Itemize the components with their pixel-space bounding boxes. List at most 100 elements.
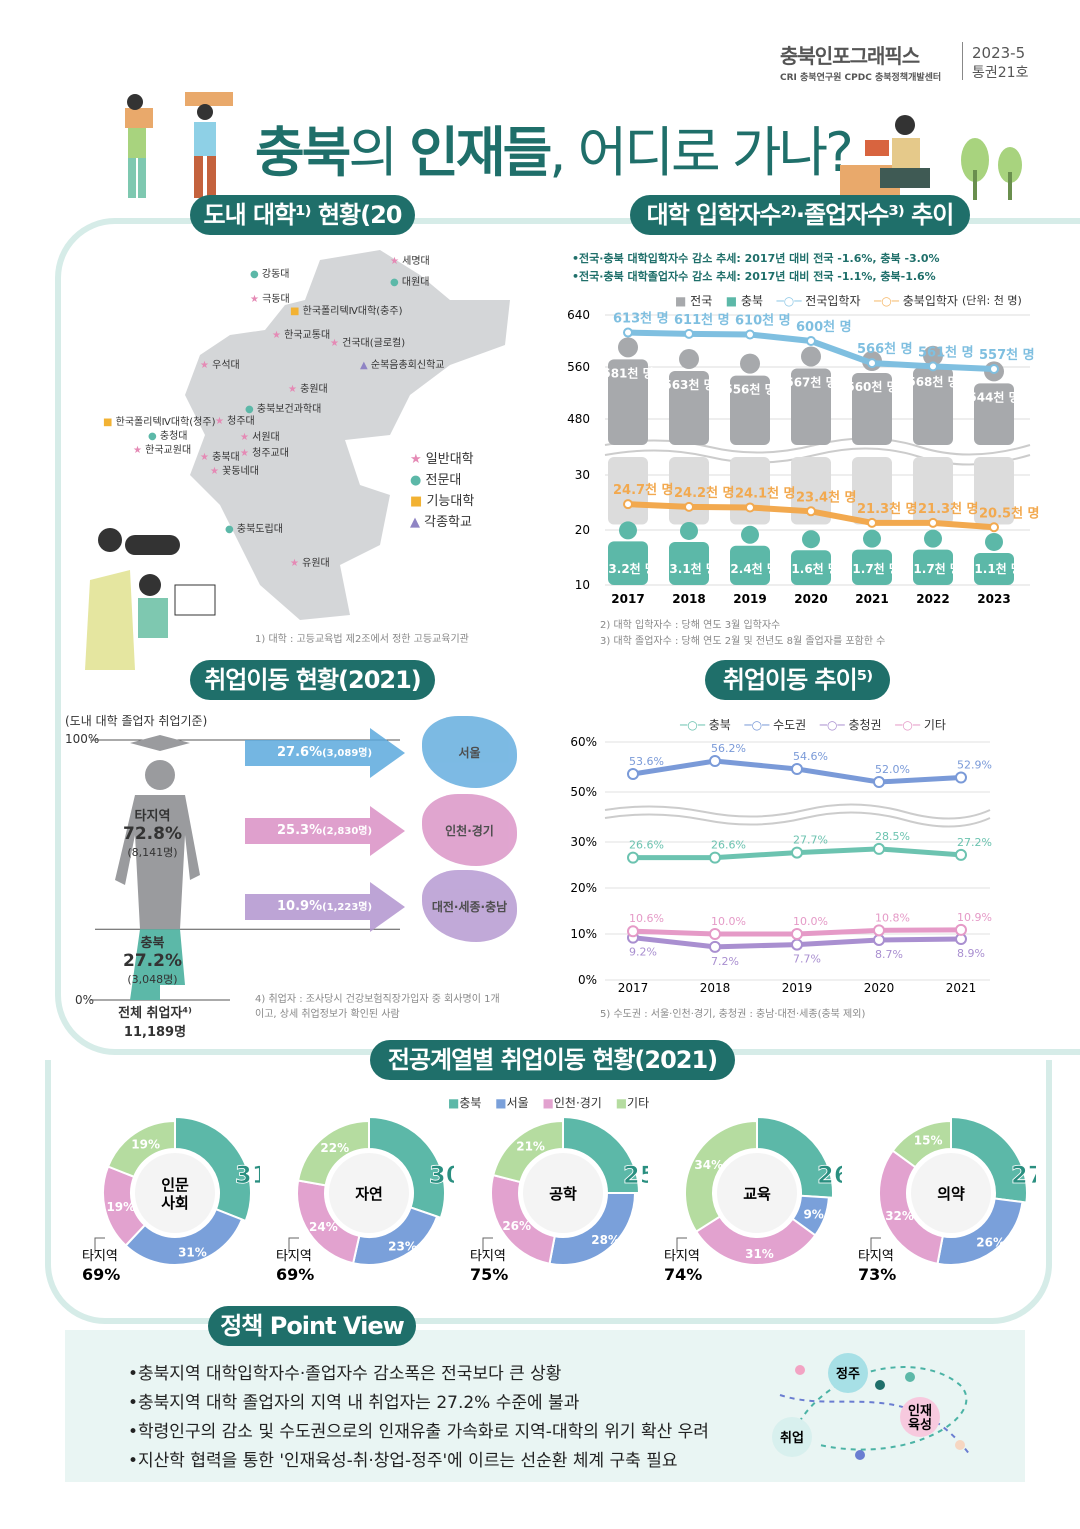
bar-chungbuk (669, 541, 709, 585)
other-region-count: (8,141명) (127, 846, 178, 859)
donut-category: 자연 (355, 1185, 383, 1203)
x-tick-label: 2017 (618, 981, 649, 995)
donut-slice-cb (950, 1115, 1028, 1204)
map-label-university: ★ 한국교원대 (133, 441, 191, 456)
other-region-bracket (288, 1237, 299, 1253)
bar-national-head (740, 353, 760, 374)
other-region-title: 타지역 (82, 1249, 118, 1264)
line-legend: ─○─ 충북 ─○─ 수도권 ─○─ 충청권 ─○─ 기타 (680, 718, 946, 732)
national-entrants-point (806, 336, 816, 346)
map-footnote: 1) 대학 : 고등교육법 제2조에서 정한 고등교육기관 (255, 634, 469, 645)
chungbuk-entrants-label: 23.4천 명 (796, 489, 857, 505)
x-tick-label: 2022 (916, 592, 949, 606)
donut-center (717, 1153, 797, 1233)
policy-item: •충북지역 대학입학자수·졸업자수 감소폭은 전국보다 큰 상황 (128, 1364, 562, 1384)
donut-label-etc: 22% (320, 1141, 349, 1155)
map-label-university: ★ 청주대 (215, 412, 255, 427)
flow-arrow: 10.9%(1,223명) (245, 882, 410, 936)
other-point (791, 928, 803, 940)
university-name: 꽃동네대 (222, 466, 259, 477)
university-name: 한국교원대 (145, 445, 192, 456)
map-label-university: ▲ 순복음총회신학교 (360, 356, 444, 371)
cycle-path (779, 1394, 971, 1456)
y-tick-label: 60% (570, 735, 597, 749)
brand-orgs: CRI 충북연구원 CPDC 충북정책개발센터 (780, 73, 942, 83)
issue-date: 2023-5 (972, 44, 1026, 62)
metro-point (955, 771, 967, 784)
square-icon: ■ (103, 417, 116, 428)
chungbuk-entrants-label: 21.3천 명 (918, 501, 979, 517)
bar-chungbuk (913, 549, 953, 585)
chungcheong-point (873, 933, 885, 946)
donut-label-etc: 34% (694, 1158, 723, 1172)
destination-name: 대전·세종·충남 (431, 899, 508, 914)
flow-arrow: 27.6%(3,089명) (245, 728, 410, 782)
destination-name: 인천·경기 (445, 823, 494, 838)
axis-100: 100% (65, 732, 100, 746)
flow-label: 27.6%(3,089명) (277, 744, 372, 760)
bar-national (791, 368, 831, 445)
map-label-university: ■ 한국폴리텍Ⅳ대학(청주) (103, 413, 215, 428)
donut-slice-cb (368, 1115, 446, 1220)
other-point (709, 928, 721, 940)
brand-block: 충북인포그래픽스 CRI 충북연구원 CPDC 충북정책개발센터 2023-5 … (780, 40, 1050, 90)
university-name: 한국폴리텍Ⅳ대학(충주) (302, 306, 403, 317)
university-name: 순복음총회신학교 (370, 360, 445, 371)
flow-pct: 27.6% (277, 745, 323, 760)
national-entrants-point (989, 363, 999, 374)
other-label: 10.8% (875, 911, 910, 924)
legend-misc: ▲ 각종학교 (410, 515, 472, 530)
chungbuk-entrants-point (928, 517, 938, 528)
flow-arrow: 25.3%(2,830명) (245, 806, 410, 860)
chungbuk-label: 28.5% (875, 830, 910, 843)
y-tick-label: 20 (575, 523, 590, 537)
metro-point (709, 755, 721, 767)
y-tick-label: 560 (567, 360, 590, 374)
bar-chungbuk-head (802, 530, 820, 549)
chungbuk-point (627, 851, 639, 864)
bar-national (730, 375, 770, 445)
donut-label-cb: 26% (817, 1161, 842, 1189)
title-talents: 인재들 (409, 121, 552, 184)
circle-icon: ● (245, 404, 257, 415)
university-name: 강동대 (261, 269, 290, 280)
reader-illustration (840, 115, 1022, 200)
map-label-university: ★ 세명대 (390, 252, 430, 267)
bar-gap (974, 457, 1014, 525)
university-name: 충북대 (212, 452, 240, 463)
chungcheong-label: 8.7% (875, 948, 903, 961)
donut-label-ig: 32% (885, 1209, 914, 1223)
destination-region: 인천·경기 (422, 794, 517, 866)
bar-gap (913, 457, 953, 525)
map-label-university: ● 대원대 (390, 273, 430, 288)
other-label: 10.0% (793, 915, 828, 928)
donut-label-seoul: 28% (591, 1233, 620, 1247)
national-entrants-label: 557천 명 (979, 347, 1035, 363)
chungbuk-entrants-label: 24.2천 명 (674, 485, 735, 501)
star-icon: ★ (215, 416, 228, 427)
section-movement-trend: 취업이동 추이⁵⁾ (705, 660, 890, 700)
national-entrants-point (867, 358, 877, 369)
destination-name: 서울 (458, 745, 481, 760)
donut-label-etc: 19% (131, 1137, 160, 1151)
bar-gap (608, 457, 648, 525)
bar-national-label: 567천 명 (785, 374, 836, 389)
bar-chungbuk-head (863, 529, 881, 548)
star-icon: ★ (390, 256, 403, 267)
bar-gap (791, 457, 831, 525)
cycle-node (900, 1397, 940, 1437)
policy-list: •충북지역 대학입학자수·졸업자수 감소폭은 전국보다 큰 상황 •충북지역 대… (128, 1355, 709, 1475)
trend-bullet-1: •전국·충북 대학입학자수 감소 추세: 2017년 대비 전국 -1.6%, … (572, 252, 940, 265)
triangle-icon: ▲ (360, 360, 371, 371)
university-name: 한국폴리텍Ⅳ대학(청주) (115, 417, 216, 428)
star-icon: ★ (200, 452, 213, 463)
donut-category: 공학 (549, 1185, 577, 1203)
bar-national-label: 563천 명 (663, 377, 714, 392)
chungbuk-point (873, 842, 885, 855)
national-entrants-label: 600천 명 (796, 319, 852, 335)
y-tick-label: 20% (570, 881, 597, 895)
flow-label: 25.3%(2,830명) (277, 822, 372, 838)
cycle-node-label: 취업 (780, 1430, 804, 1446)
